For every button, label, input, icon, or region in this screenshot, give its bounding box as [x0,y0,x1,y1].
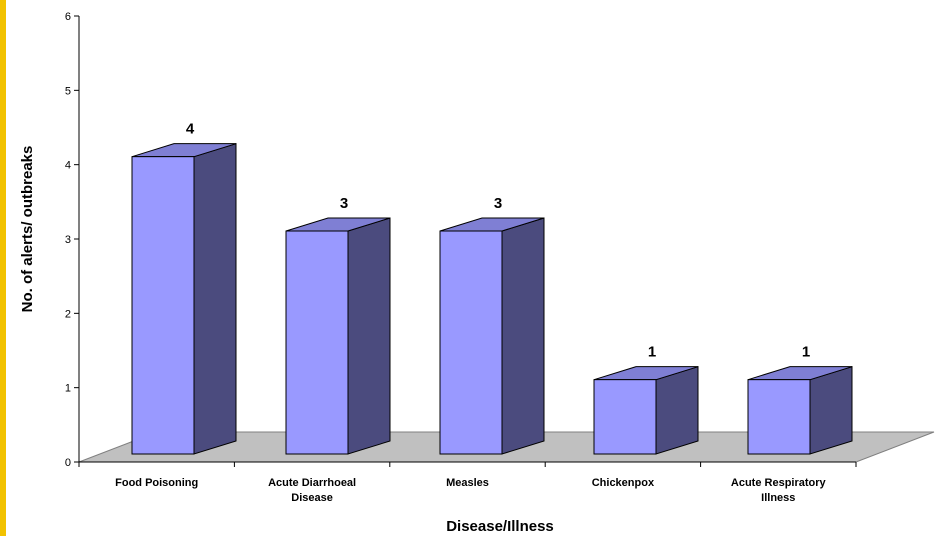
x-category-label: Food Poisoning [115,477,198,489]
bar-front [439,230,503,455]
y-tick-label: 2 [65,308,71,320]
data-label: 3 [340,195,348,212]
x-category-label: Chickenpox [592,477,655,489]
bar-chart: 0 1 2 3 4 5 6 4 3 3 1 1 Food Poisoning Acute Diarrho… [19,11,935,535]
bar-front [593,379,657,455]
x-category-label-line: Measles [446,477,489,489]
bar [439,217,545,455]
bar-front [285,230,349,455]
data-label: 1 [648,344,656,361]
y-axis: 0 1 2 3 4 5 6 [65,11,857,469]
y-tick-label: 5 [65,85,71,97]
data-label: 4 [186,121,195,138]
x-category-label-line: Food Poisoning [115,477,198,489]
bar-front [747,379,811,455]
bar [747,365,853,455]
bar [131,142,237,455]
x-category-label-line: Acute Respiratory [731,477,827,489]
y-tick-label: 4 [65,160,71,172]
bar [593,365,699,455]
bar [285,217,391,455]
bar-side [193,142,237,455]
data-label: 1 [802,344,810,361]
y-tick-label: 1 [65,383,71,395]
x-category-label-line: Acute Diarrhoeal [268,477,356,489]
y-tick-label: 6 [65,11,71,23]
labels: 4 3 3 1 1 Food Poisoning Acute Diarrhoeal Disea… [115,121,826,504]
x-axis-title: Disease/Illness [446,518,554,535]
x-category-label: Acute Respiratory Illness [731,477,827,504]
data-label: 3 [494,195,502,212]
x-category-label-line: Illness [761,492,795,504]
bar-side [655,365,699,455]
bar-side [809,365,853,455]
bar-front [131,156,195,455]
bars [131,142,853,455]
bar-side [501,217,545,455]
x-category-label: Measles [446,477,489,489]
x-category-label-line: Chickenpox [592,477,655,489]
x-category-label-line: Disease [291,492,333,504]
y-tick-label: 0 [65,457,71,469]
bar-side [347,217,391,455]
y-tick-label: 3 [65,234,71,246]
x-category-label: Acute Diarrhoeal Disease [268,477,356,504]
y-axis-title: No. of alerts/ outbreaks [19,146,36,313]
